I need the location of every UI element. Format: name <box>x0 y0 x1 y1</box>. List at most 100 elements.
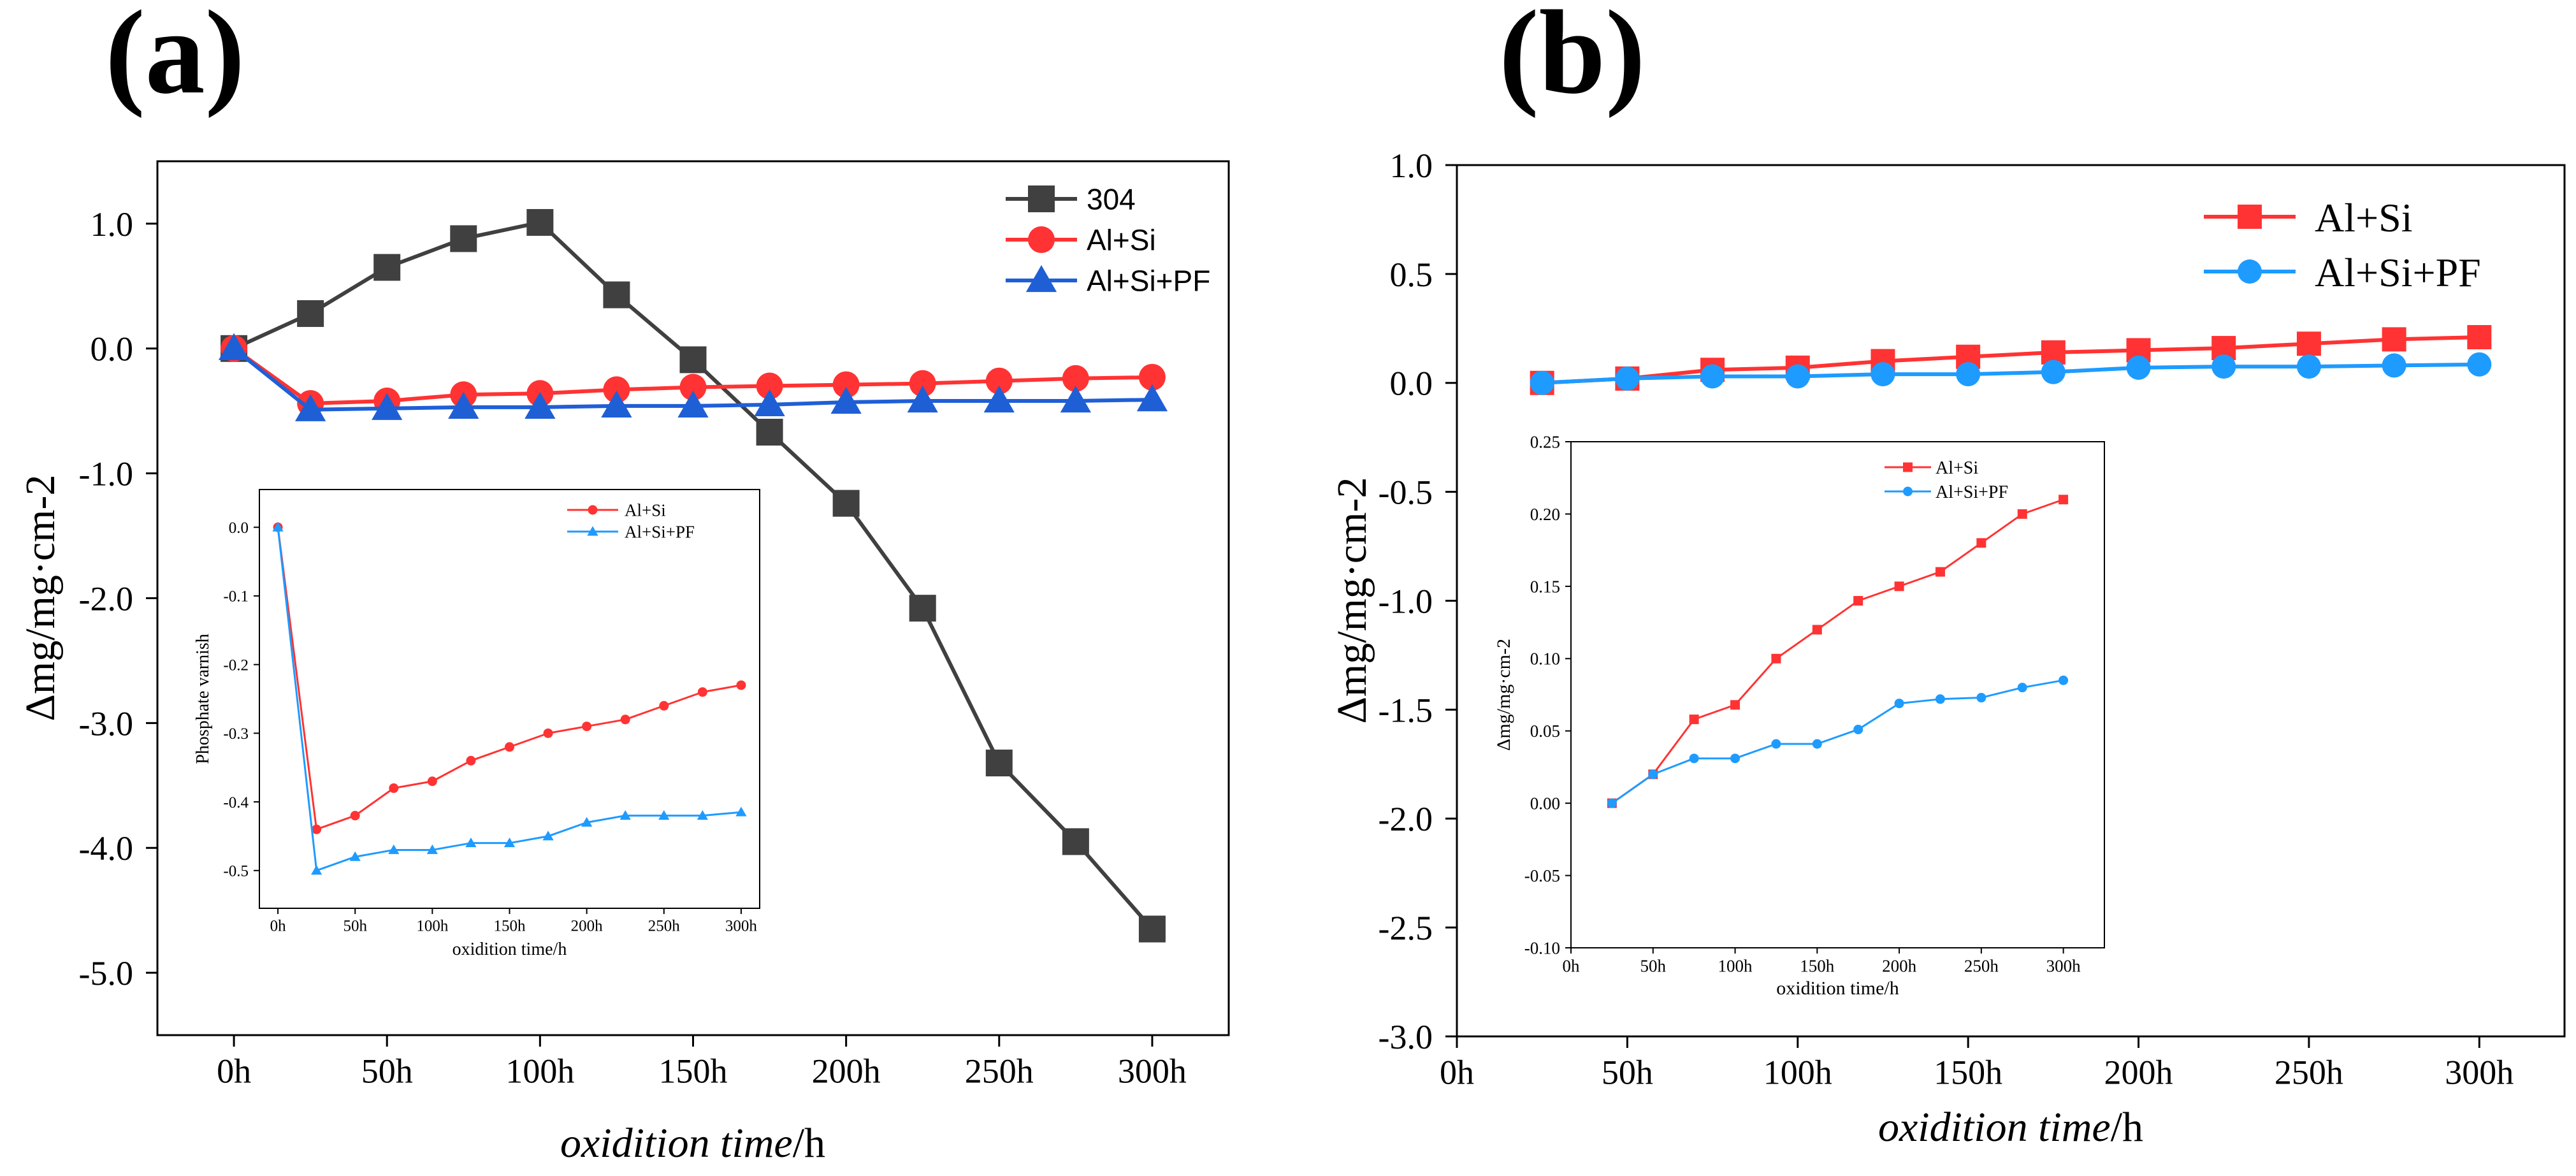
panel-b-inset-ytick-label: 0.15 <box>1530 577 1560 596</box>
panel-a-inset-plot: 0.0 -0.1 -0.2 -0.3 -0.4 -0.5 0h 50h 100h 150h 200h… <box>223 489 760 934</box>
panel-a-xtick-label: 250h <box>965 1052 1034 1091</box>
panel-a-inset-xtick-label: 50h <box>343 917 367 934</box>
panel-b-legend-label: Al+Si+PF <box>2315 250 2481 295</box>
panel-a-inset-data-point <box>349 851 361 861</box>
panel-a-inset-legend-label: Al+Si <box>625 501 666 520</box>
panel-a-data-point <box>601 390 632 417</box>
panel-b-inset-data-point <box>1812 739 1822 749</box>
panel-b-inset-data-point <box>1648 769 1658 780</box>
panel-a-legend-label: Al+Si <box>1087 224 1156 257</box>
panel-a-data-point <box>1062 828 1089 855</box>
panel-a-inset-data-point <box>389 783 399 794</box>
panel-a-data-point <box>373 254 401 281</box>
panel-b-inset-data-point <box>1771 739 1781 749</box>
panel-a-inset-data-point <box>311 865 322 875</box>
panel-a-data-point <box>1136 384 1168 412</box>
panel-a-inset-data-point <box>427 776 437 787</box>
panel-b-ytick-label: -1.0 <box>1378 582 1433 620</box>
panel-a-ytick-label: -2.0 <box>79 579 133 618</box>
panel-a-inset-xtick-label: 100h <box>416 917 449 934</box>
panel-a-data-point <box>679 346 707 374</box>
panel-a-inset-data-point <box>426 844 438 854</box>
panel-a-data-point <box>1138 915 1166 943</box>
panel-a-inset-data-point <box>619 809 631 820</box>
panel-b-inset-legend-label: Al+Si <box>1936 458 1978 478</box>
panel-a-ytick-label: 1.0 <box>90 205 134 243</box>
panel-a-data-point <box>985 367 1013 395</box>
panel-a-xtick-label: 100h <box>505 1052 574 1091</box>
panel-a-inset-legend-marker <box>588 505 598 515</box>
panel-a-xtick-label: 300h <box>1118 1052 1187 1091</box>
panel-a-inset-series-al-si <box>273 522 746 834</box>
panel-a-xtick-label: 200h <box>812 1052 881 1091</box>
panel-b-inset-ytick-label: 0.05 <box>1530 722 1560 741</box>
panel-b-data-point <box>1956 362 1981 387</box>
panel-b-data-point <box>2467 352 2492 377</box>
panel-b-data-point <box>2041 359 2066 384</box>
panel-b-inset-xtick-label: 150h <box>1800 956 1835 975</box>
panel-b-xtick-label: 250h <box>2275 1054 2343 1092</box>
panel-b-inset-plot: 0.25 0.20 0.15 0.10 0.05 0.00 -0.05 -0.100h 50h 1… <box>1524 432 2105 975</box>
panel-a-legend-marker <box>1028 226 1055 253</box>
panel-b-inset-xtick-label: 200h <box>1882 956 1917 975</box>
panel-a-data-point <box>372 393 403 420</box>
panel-b-inset-data-point <box>1853 724 1863 734</box>
panel-b-inset-x-axis-title: oxidition time/h <box>1776 978 1899 999</box>
panel-a-inset-data-point <box>697 687 707 697</box>
panel-a-series-304 <box>221 208 1166 943</box>
panel-a-inset-data-point <box>736 680 746 690</box>
panel-b-y-axis-title: Δmg/mg·cm-2 <box>1329 477 1375 723</box>
panel-a-inset-ytick-label: -0.5 <box>223 863 249 880</box>
panel-b-x-axis-title-unit: /h <box>2111 1104 2143 1151</box>
panel-a-data-point <box>526 208 554 236</box>
panel-a-data-point <box>754 389 785 417</box>
panel-a-inset-data-point <box>543 728 553 738</box>
panel-a-data-point <box>909 595 936 622</box>
panel-a-inset-data-point <box>503 838 516 848</box>
panel-b-inset-y-axis-title: Δmg/mg·cm-2 <box>1493 639 1514 751</box>
panel-b-inset-series-line <box>1611 679 2064 804</box>
panel-b-inset-data-point <box>2059 495 2069 505</box>
panel-a-data-point <box>525 391 556 419</box>
panel-b-inset-axes-frame <box>1570 441 2105 948</box>
panel-a-inset-ytick-label: 0.0 <box>229 519 249 537</box>
panel-b-xtick-label: 300h <box>2445 1054 2514 1092</box>
panel-b-legend-marker <box>2238 259 2262 284</box>
panel-b-inset-data-point <box>1607 798 1617 808</box>
panel-b-inset-data-point <box>1812 625 1822 635</box>
panel-a-series-al-si-pf <box>218 333 1168 421</box>
panel-a-inset-legend-label: Al+Si+PF <box>625 523 695 542</box>
panel-a-inset-data-point <box>658 809 670 820</box>
panel-a-inset-data-point <box>581 817 593 827</box>
panel-a-ytick-label: -4.0 <box>79 829 133 867</box>
panel-b-x-axis-title-main: oxidition time <box>1878 1104 2111 1151</box>
panel-b-data-point <box>1615 366 1640 391</box>
panel-b-inset-xtick-label: 50h <box>1640 956 1667 975</box>
panel-b-inset-xtick-label: 100h <box>1718 956 1753 975</box>
panel-a-inset-data-point <box>350 811 360 821</box>
panel-a-data-point <box>603 376 630 403</box>
panel-a-ytick-label: 0.0 <box>90 330 134 368</box>
panel-a-inset-xtick-label: 300h <box>725 917 758 934</box>
panel-a-data-point <box>983 385 1015 413</box>
panel-b-inset-data-point <box>1894 581 1904 592</box>
panel-a-inset-data-point <box>542 831 554 841</box>
panel-a-ytick-label: -3.0 <box>79 704 133 743</box>
panel-a-x-axis-title-main: oxidition time <box>560 1120 793 1166</box>
panel-a-label: (a) <box>105 0 245 119</box>
panel-b-inset-data-point <box>1730 753 1740 764</box>
panel-a-x-axis-title: oxidition time/h <box>560 1120 825 1166</box>
panel-b-ytick-label: -2.0 <box>1378 800 1433 838</box>
panel-a-inset-data-point <box>465 838 477 848</box>
panel-b-inset-series-al-si-pf <box>1607 675 2069 808</box>
panel-a-data-point <box>832 490 860 517</box>
panel-a-inset-xtick-label: 200h <box>571 917 604 934</box>
panel-a-inset-legend-marker <box>587 526 598 536</box>
panel-b-inset-data-point <box>1689 753 1699 764</box>
panel-a-legend: 304 Al+Si Al+Si+PF <box>1006 183 1210 298</box>
panel-b-xtick-label: 200h <box>2104 1054 2173 1092</box>
panel-a-data-point <box>450 225 477 252</box>
panel-b-inset-data-point <box>2017 683 2027 693</box>
panel-b-data-point <box>2296 331 2321 356</box>
